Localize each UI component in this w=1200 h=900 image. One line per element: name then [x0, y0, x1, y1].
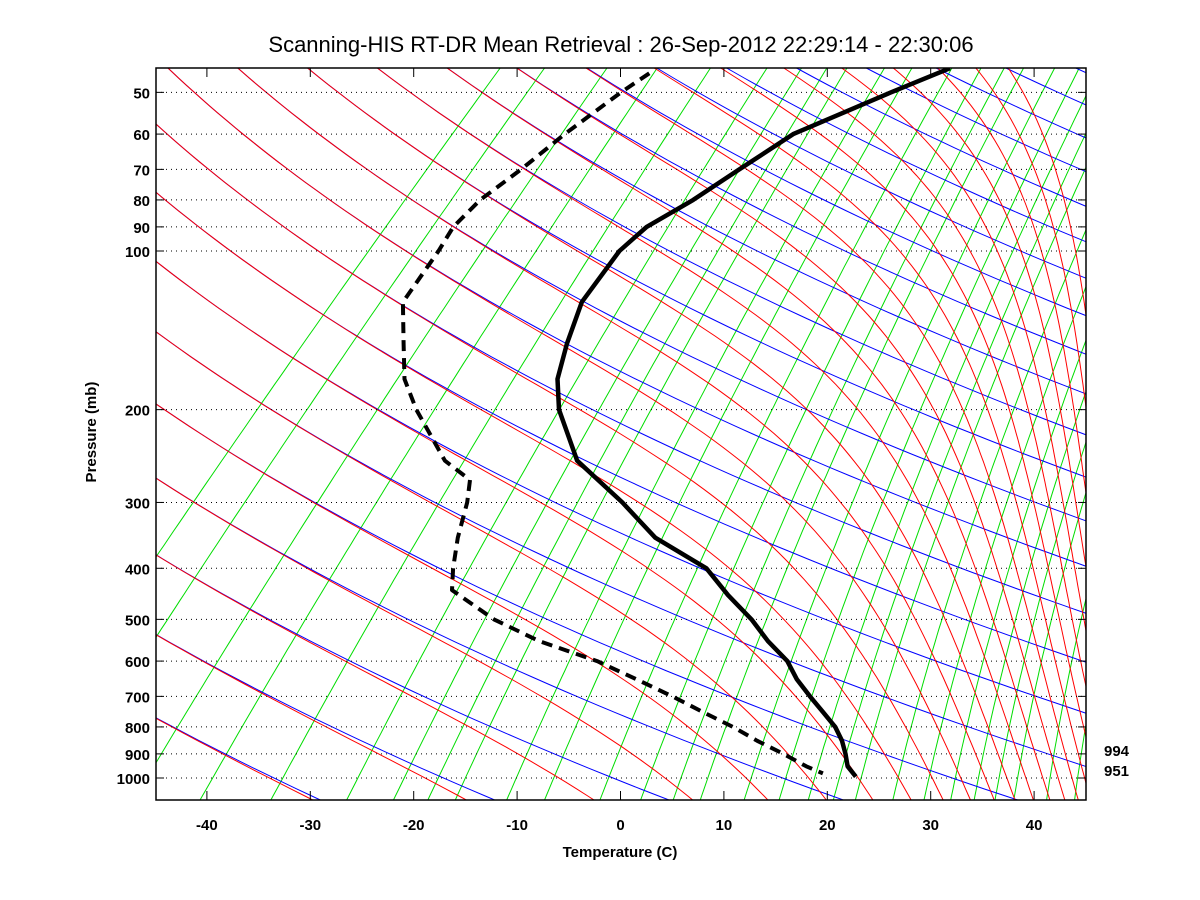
mixing-ratio-line — [807, 94, 1086, 800]
mixing-ratio-line — [156, 68, 546, 639]
dry-adiabat-line — [156, 633, 497, 800]
ticks: 5060708090100200300400500600700800900100… — [117, 68, 1086, 834]
dry-adiabat-line — [865, 68, 1086, 173]
moist-adiabat-line — [156, 191, 912, 800]
moist-adiabat-line — [156, 403, 769, 800]
mixing-ratio-line — [778, 68, 1080, 800]
moist-adiabat-line — [446, 68, 1051, 800]
moist-adiabat-line — [1007, 68, 1086, 319]
y-tick-label: 60 — [133, 127, 150, 144]
mixing-ratio-line — [973, 390, 1086, 800]
y-tick-label: 600 — [125, 654, 150, 671]
mixing-ratio-line — [1046, 596, 1086, 800]
dry-adiabat-line — [446, 68, 1086, 395]
mixing-ratio-line — [270, 68, 712, 800]
mixing-ratio-line — [854, 166, 1086, 800]
background-lines — [156, 68, 1086, 800]
y-tick-label: 400 — [125, 561, 150, 578]
moist-adiabat-line — [840, 68, 1086, 634]
y-axis-label: Pressure (mb) — [83, 382, 100, 483]
mixing-ratio-line — [923, 285, 1086, 800]
x-tick-label: -10 — [506, 817, 528, 834]
y-tick-label: 300 — [125, 495, 150, 512]
mixing-ratio-line — [1013, 490, 1086, 800]
x-tick-label: -40 — [196, 817, 218, 834]
mixing-ratio-line — [454, 68, 848, 800]
moist-adiabat-line — [975, 68, 1086, 412]
y-tick-label: 500 — [125, 612, 150, 629]
moist-adiabat-line — [782, 68, 1086, 690]
dry-adiabat-line — [156, 191, 1086, 663]
moist-adiabat-line — [156, 260, 874, 800]
mixing-ratio-line — [156, 68, 608, 764]
dry-adiabat-line — [156, 477, 845, 800]
moist-adiabat-line — [156, 477, 694, 800]
x-tick-label: 10 — [716, 817, 733, 834]
moist-adiabat-line — [156, 331, 827, 800]
chart-title: Scanning-HIS RT-DR Mean Retrieval : 26-S… — [268, 32, 973, 57]
y-tick-label: 50 — [133, 85, 150, 102]
x-tick-label: 40 — [1026, 817, 1043, 834]
mixing-ratio-line — [994, 440, 1086, 800]
moist-adiabat-line — [167, 68, 972, 800]
moist-adiabat-line — [585, 68, 1079, 800]
moist-adiabat-line — [937, 68, 1086, 497]
mixing-ratio-line — [640, 68, 982, 800]
surface-annotation-temperature: 994 — [1104, 743, 1130, 760]
moist-adiabat-line — [892, 68, 1086, 570]
y-tick-label: 700 — [125, 689, 150, 706]
mixing-ratio-line — [699, 68, 1025, 800]
mixing-ratio-line — [199, 68, 658, 800]
profiles — [400, 68, 951, 779]
moist-adiabat-line — [306, 68, 1016, 800]
temperature-profile-line — [555, 68, 951, 779]
x-tick-label: 0 — [616, 817, 624, 834]
moist-adiabat-line — [156, 634, 468, 800]
y-tick-label: 100 — [125, 244, 150, 261]
y-tick-label: 800 — [125, 720, 150, 737]
dry-adiabat-line — [655, 68, 1086, 279]
moist-adiabat-line — [515, 68, 1066, 800]
mixing-ratio-line — [544, 68, 913, 800]
moist-adiabat-line — [156, 554, 595, 800]
x-tick-label: -20 — [403, 817, 425, 834]
surface-annotation-dewpoint: 951 — [1104, 763, 1129, 780]
mixing-ratio-line — [599, 68, 953, 800]
mixing-ratio-line — [743, 68, 1056, 800]
y-tick-label: 80 — [133, 193, 150, 210]
y-tick-label: 90 — [133, 220, 150, 237]
moist-adiabat-line — [719, 68, 1086, 740]
x-tick-label: 30 — [922, 817, 939, 834]
x-tick-label: 20 — [819, 817, 836, 834]
mixing-ratio-line — [672, 68, 1005, 800]
moist-adiabat-line — [376, 68, 1034, 800]
moist-adiabat-line — [156, 123, 944, 800]
y-tick-label: 70 — [133, 162, 150, 179]
y-tick-label: 900 — [125, 747, 150, 764]
x-tick-label: -30 — [299, 817, 321, 834]
dry-adiabat-line — [516, 68, 1086, 355]
mixing-ratio-line — [156, 68, 501, 558]
dry-adiabat-line — [725, 68, 1086, 243]
dewpoint-profile-line — [400, 71, 824, 776]
moist-adiabat-line — [653, 68, 1086, 786]
y-tick-label: 200 — [125, 403, 150, 420]
moist-adiabat-line — [237, 68, 995, 800]
dry-adiabat-line — [156, 260, 1086, 714]
mixing-ratio-line — [506, 68, 886, 800]
dry-adiabat-line — [795, 68, 1086, 207]
mixing-ratio-line — [892, 228, 1086, 800]
x-axis-label: Temperature (C) — [563, 844, 678, 861]
y-tick-label: 1000 — [117, 771, 150, 788]
dry-adiabat-line — [585, 68, 1086, 317]
dry-adiabat-line — [156, 554, 671, 800]
mixing-ratio-line — [346, 68, 768, 800]
